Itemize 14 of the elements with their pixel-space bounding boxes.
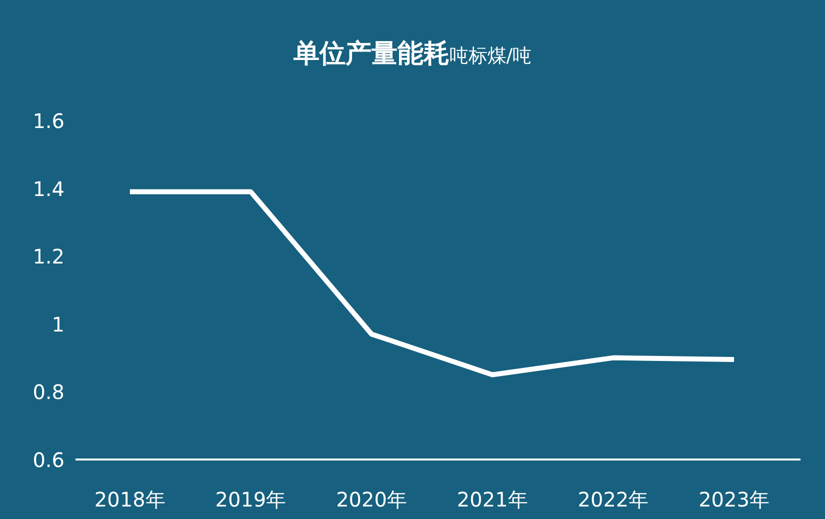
x-tick-label: 2019年 xyxy=(215,488,286,512)
chart-title: 单位产量能耗 xyxy=(293,39,450,69)
y-tick-label: 1.4 xyxy=(32,176,65,201)
chart-subtitle: 吨标煤/吨 xyxy=(449,45,532,67)
y-tick-label: 1.2 xyxy=(32,244,65,269)
x-tick-label: 2022年 xyxy=(578,488,649,512)
x-tick-label: 2020年 xyxy=(336,488,407,512)
y-tick-label: 0.6 xyxy=(32,448,65,472)
y-tick-label: 1.6 xyxy=(32,109,65,133)
x-tick-label: 2018年 xyxy=(94,488,166,512)
x-tick-label: 2023年 xyxy=(698,488,770,512)
y-tick-label: 0.8 xyxy=(32,380,65,404)
x-tick-label: 2021年 xyxy=(456,488,528,512)
y-tick-label: 1 xyxy=(52,312,65,336)
